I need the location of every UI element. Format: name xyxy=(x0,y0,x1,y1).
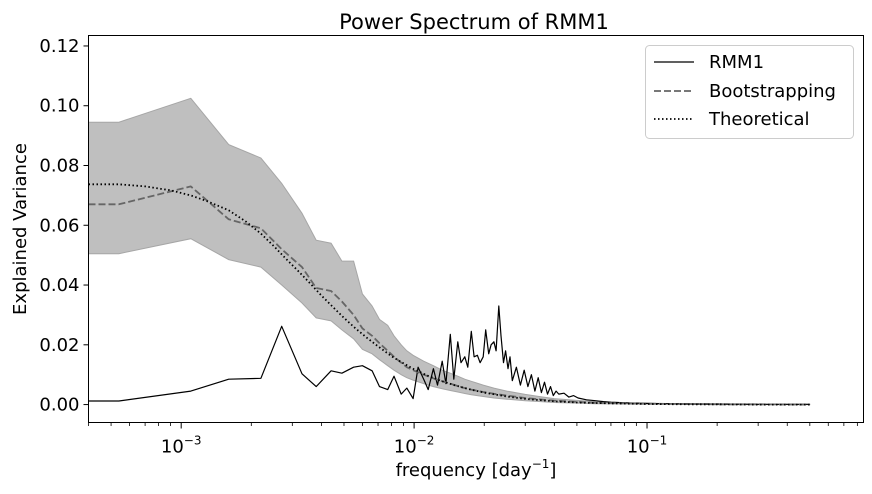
y-axis: 0.00 0.02 0.04 0.06 0.08 0.10 0.12 xyxy=(39,36,89,416)
y-axis-label: Explained Variance xyxy=(10,143,31,315)
axes-frame xyxy=(88,35,864,423)
x-tick-label-exponent: −3 xyxy=(184,434,202,448)
x-tick-label-base: 10 xyxy=(394,437,417,458)
series-line-rmm1 xyxy=(88,305,810,405)
y-tick-label: 0.06 xyxy=(39,215,79,236)
y-tick-label: 0.00 xyxy=(39,395,79,416)
x-axis-label-sup: −1 xyxy=(532,457,550,471)
y-tick-label: 0.04 xyxy=(39,275,79,296)
legend-label-rmm1: RMM1 xyxy=(709,52,764,73)
legend: RMM1 Bootstrapping Theoretical xyxy=(645,45,854,139)
x-tick-label: 10−1 xyxy=(627,434,668,458)
chart-title: Power Spectrum of RMM1 xyxy=(339,10,609,34)
y-tick-label: 0.10 xyxy=(39,96,79,117)
x-tick-label: 10−3 xyxy=(161,434,202,458)
confidence-band xyxy=(88,97,811,406)
x-axis: 10−3 10−2 10−1 xyxy=(88,422,858,458)
y-tick-label: 0.08 xyxy=(39,155,79,176)
y-tick-label: 0.02 xyxy=(39,335,79,356)
legend-label-bootstrapping: Bootstrapping xyxy=(709,81,836,102)
x-tick-label-exponent: −2 xyxy=(417,434,435,448)
x-axis-label-close: ] xyxy=(549,460,556,481)
confidence-band-layer xyxy=(88,97,811,406)
series-line-theoretical xyxy=(88,183,810,406)
series-line-bootstrapping xyxy=(88,185,810,406)
series-layer xyxy=(88,183,810,406)
x-tick-label-exponent: −1 xyxy=(650,434,668,448)
x-tick-label: 10−2 xyxy=(394,434,435,458)
x-tick-label-base: 10 xyxy=(161,437,184,458)
y-tick-label: 0.12 xyxy=(39,36,79,57)
legend-label-theoretical: Theoretical xyxy=(708,109,810,130)
legend-frame xyxy=(645,45,854,139)
plot-area xyxy=(88,35,864,423)
x-tick-label-base: 10 xyxy=(627,437,650,458)
x-axis-label-text: frequency [day xyxy=(396,460,532,481)
x-axis-label: frequency [day−1] xyxy=(396,457,557,481)
